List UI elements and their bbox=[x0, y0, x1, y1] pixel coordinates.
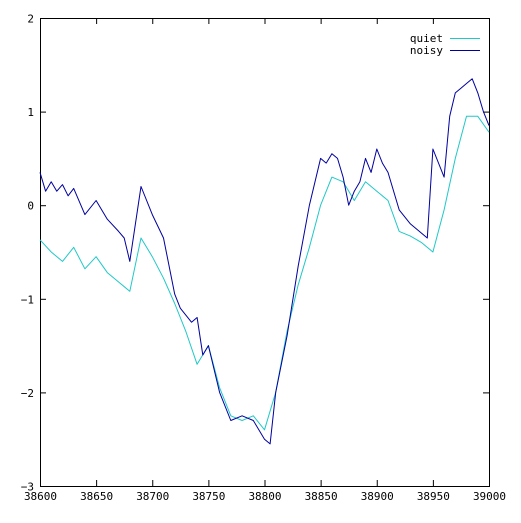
y-tick-label: 2 bbox=[27, 13, 34, 26]
y-tick-label: 1 bbox=[27, 106, 34, 119]
x-tick-label: 38600 bbox=[24, 490, 57, 503]
y-tick-label: 0 bbox=[27, 200, 34, 213]
legend-label-noisy: noisy bbox=[410, 44, 443, 57]
series-line-noisy bbox=[39, 78, 490, 445]
y-tick-label: −3 bbox=[21, 481, 34, 494]
plot-frame bbox=[40, 18, 490, 487]
x-tick-label: 38750 bbox=[192, 490, 225, 503]
x-tick-label: 38650 bbox=[80, 490, 113, 503]
y-tick-label: −2 bbox=[21, 387, 34, 400]
legend-label-quiet: quiet bbox=[410, 32, 443, 45]
x-tick-label: 38950 bbox=[417, 490, 450, 503]
series-line-quiet bbox=[39, 115, 490, 431]
series-layer bbox=[39, 78, 490, 445]
x-tick-label: 38900 bbox=[361, 490, 394, 503]
x-tick-label: 38700 bbox=[136, 490, 169, 503]
y-axis: −3 −2 −1 0 1 2 bbox=[21, 13, 489, 494]
x-tick-label: 38800 bbox=[248, 490, 281, 503]
x-tick-label: 39000 bbox=[473, 490, 506, 503]
y-tick-label: −1 bbox=[21, 293, 34, 306]
x-axis: 38600 38650 38700 38750 38800 38850 38900 38950… bbox=[24, 18, 506, 503]
x-tick-label: 38850 bbox=[305, 490, 338, 503]
